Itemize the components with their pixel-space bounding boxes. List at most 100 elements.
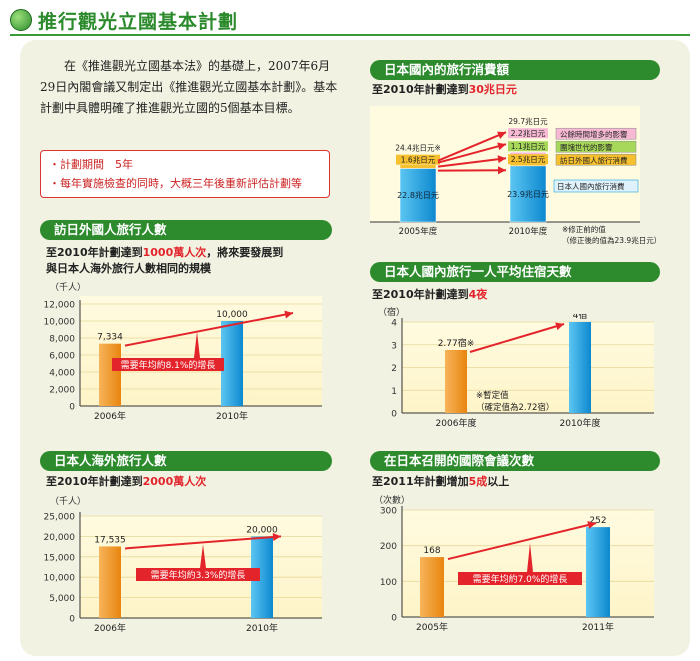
chart-subtitle-consumption: 至2010年計劃達到30兆日元 <box>372 83 517 96</box>
chart-subtitle-outbound: 至2010年計劃達到2000萬人次 <box>46 475 207 488</box>
y-unit-conferences: （次數） <box>374 496 411 506</box>
y-tick-label: 8,000 <box>49 335 75 345</box>
segment-label: 22.8兆日元 <box>397 190 439 200</box>
y-tick-label: 100 <box>380 578 397 588</box>
bar-blue <box>569 322 591 413</box>
x-tick-label: 2006年度 <box>436 417 477 429</box>
y-tick-label: 10,000 <box>44 318 76 328</box>
chart-title-nights: 日本人國內旅行一人平均住宿天數 <box>370 262 660 282</box>
growth-callout-box <box>136 568 260 581</box>
bar-orange <box>420 557 444 617</box>
footnote: （修正後的值為23.9兆日元） <box>562 235 661 245</box>
data-label: 2.77宿※ <box>438 337 475 349</box>
y-tick-label: 5,000 <box>49 594 75 604</box>
y-tick-label: 12,000 <box>44 301 76 311</box>
x-tick-label: 2010年度 <box>509 226 548 237</box>
bar-orange <box>445 349 467 413</box>
callout-pointer <box>527 543 533 572</box>
bar-orange <box>99 546 121 618</box>
label-box <box>508 128 548 139</box>
page-title: 推行觀光立國基本計劃 <box>38 10 239 33</box>
growth-arrow <box>437 157 507 168</box>
growth-arrow-head <box>497 142 506 151</box>
label-box <box>508 141 548 152</box>
data-label: 168 <box>423 546 440 556</box>
label-box <box>508 154 548 165</box>
x-tick-label: 2010年 <box>216 410 248 422</box>
y-tick-label: 2 <box>391 364 397 374</box>
chart-inbound: 0 2,000 4,000 6,000 8,000 10,000 12,000 7,334 20… <box>44 300 322 422</box>
chart-title-outbound: 日本人海外旅行人數 <box>40 451 332 471</box>
growth-callout-text: 需要年均約7.0%的增長 <box>473 573 568 585</box>
callout-pointer <box>194 331 200 358</box>
intro-paragraph: 在《推進觀光立國基本法》的基礎上，2007年6月29日內閣會議又制定出《推進觀光… <box>40 59 338 115</box>
chart-subtitle-nights: 至2010年計劃達到4夜 <box>372 288 488 301</box>
footnote: ※暫定值 <box>476 390 509 401</box>
y-tick-label: 6,000 <box>49 352 75 362</box>
growth-arrow-head <box>497 131 506 139</box>
segment-label: 1.6兆日元 <box>401 155 436 165</box>
legend-swatch <box>553 179 639 193</box>
y-tick-label: 15,000 <box>44 553 76 563</box>
growth-arrow-head <box>555 322 564 331</box>
chart-title-inbound: 訪日外國人旅行人數 <box>40 220 332 240</box>
total-label: 29.7兆日元 <box>508 116 548 126</box>
footnote: （確定值為2.72宿） <box>476 402 554 413</box>
data-label: 7,334 <box>97 333 123 343</box>
y-tick-label: 10,000 <box>44 574 76 584</box>
page-header: 推行觀光立國基本計劃 <box>10 6 690 36</box>
y-unit-outbound: （千人） <box>50 497 87 507</box>
y-tick-label: 0 <box>69 403 75 413</box>
data-label: 20,000 <box>246 525 278 535</box>
y-tick-label: 3 <box>391 341 397 351</box>
y-tick-label: 2,000 <box>49 386 75 396</box>
bar-blue <box>586 527 610 617</box>
footnote: ※修正前的值 <box>562 224 606 234</box>
y-tick-label: 20,000 <box>44 533 76 543</box>
y-tick-label: 300 <box>380 507 397 517</box>
growth-arrow-head <box>284 310 293 319</box>
growth-arrow-head <box>497 166 506 175</box>
y-unit-nights: （宿） <box>378 308 406 318</box>
growth-arrow-head <box>272 533 281 542</box>
growth-callout-text: 需要年均約8.1%的增長 <box>121 359 216 371</box>
bar-blue <box>221 321 243 406</box>
growth-callout-text: 需要年均約3.3%的增長 <box>151 569 246 581</box>
legend-label: 公餘時間增多的影響 <box>560 129 628 139</box>
growth-arrow <box>437 143 507 164</box>
segment-label: 2.2兆日元 <box>511 128 546 138</box>
y-tick-label: 4,000 <box>49 369 75 379</box>
x-tick-label: 2005年 <box>416 621 448 633</box>
label-box <box>396 154 440 165</box>
chart-title-consumption: 日本國內的旅行消費額 <box>370 60 660 80</box>
x-tick-label: 2010年 <box>246 622 278 634</box>
plan-note: ・計劃期間 5年 <box>49 158 133 171</box>
plan-notes-box: ・計劃期間 5年 ・每年實施檢查的同時，大概三年後重新評估計劃等 <box>40 150 330 198</box>
y-tick-label: 0 <box>391 410 397 420</box>
chart-outbound: 0 5,000 10,000 15,000 20,000 25,000 17,535 2006… <box>44 512 322 634</box>
legend-label: 訪日外國人旅行消費 <box>560 155 628 165</box>
x-tick-label: 2010年度 <box>560 417 601 429</box>
growth-arrow <box>469 323 565 353</box>
segment-label: 1.1兆日元 <box>511 141 546 151</box>
growth-arrow-head <box>587 521 596 529</box>
stacked-bar-segment <box>399 164 437 169</box>
plan-note: ・每年實施檢查的同時，大概三年後重新評估計劃等 <box>49 177 302 190</box>
x-tick-label: 2006年 <box>94 622 126 634</box>
green-bullet-icon <box>10 9 32 31</box>
segment-label: 2.5兆日元 <box>511 154 546 164</box>
legend-label: 日本人國內旅行消費 <box>557 181 625 191</box>
data-label: 4宿 <box>573 314 588 321</box>
x-tick-label: 2011年 <box>582 621 614 633</box>
legend-label: 團塊世代的影響 <box>560 142 613 152</box>
stacked-bar-segment <box>399 168 437 223</box>
data-label: 252 <box>589 516 606 526</box>
x-tick-label: 2006年 <box>94 410 126 422</box>
y-tick-label: 1 <box>391 387 397 397</box>
growth-arrow-head <box>497 155 506 164</box>
growth-arrow <box>124 312 294 347</box>
callout-pointer <box>200 544 206 568</box>
chart-subtitle-inbound: 至2010年計劃達到1000萬人次，將來要發展到 與日本人海外旅行人數相同的規模 <box>46 246 284 275</box>
chart-conferences: 0 100 200 300 168 2005年 252 2011年 需要年均約7.0%的增長 <box>380 506 654 633</box>
